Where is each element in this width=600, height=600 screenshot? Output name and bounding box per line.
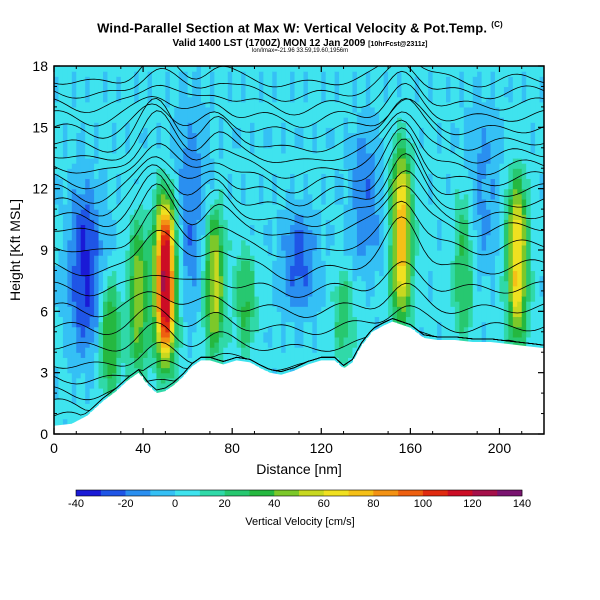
colorbar-tick-label: -40	[68, 498, 84, 510]
y-tick-label: 18	[32, 58, 48, 74]
colorbar-swatch	[447, 490, 473, 496]
x-axis-title: Distance [nm]	[256, 461, 342, 477]
colorbar-swatch	[76, 490, 102, 496]
y-tick-label: 12	[32, 181, 48, 197]
x-tick-label: 160	[399, 440, 423, 456]
colorbar-tick-label: 0	[172, 498, 178, 510]
colorbar-swatch	[274, 490, 300, 496]
colorbar: -40 -20 0 20 40 60 80 100 120 140	[68, 489, 531, 510]
colorbar-swatch	[125, 490, 151, 496]
colorbar-tick-label: 140	[513, 498, 531, 510]
chart-title: Wind-Parallel Section at Max W: Vertical…	[97, 20, 503, 36]
x-tick-label: 40	[135, 440, 151, 456]
colorbar-swatch	[398, 490, 424, 496]
y-tick-label: 3	[40, 365, 48, 381]
colorbar-swatch	[100, 490, 126, 496]
colorbar-tick-label: -20	[118, 498, 134, 510]
colorbar-tick-label: 80	[367, 498, 379, 510]
colorbar-swatch	[348, 490, 374, 496]
colorbar-tick-label: 40	[268, 498, 280, 510]
y-tick-label: 9	[40, 242, 48, 258]
colorbar-swatch	[224, 490, 250, 496]
colorbar-swatch	[199, 490, 225, 496]
colorbar-swatch	[175, 490, 201, 496]
x-tick-label: 0	[50, 440, 58, 456]
y-tick-label: 15	[32, 119, 48, 135]
colorbar-swatch	[323, 490, 349, 496]
colorbar-swatch	[299, 490, 325, 496]
y-axis-title: Height [Kft MSL]	[7, 199, 23, 301]
colorbar-label: Vertical Velocity [cm/s]	[245, 516, 355, 528]
x-tick-label: 80	[224, 440, 240, 456]
colorbar-swatch	[472, 490, 498, 496]
chart-subtitle-2: lon/lmax=-21.96 33.59,19.60,1956m	[251, 48, 349, 54]
terrain	[54, 321, 544, 434]
colorbar-tick-label: 20	[219, 498, 231, 510]
colorbar-tick-label: 60	[318, 498, 330, 510]
velocity-field	[54, 66, 544, 427]
x-tick-label: 120	[310, 440, 334, 456]
y-tick-label: 0	[40, 426, 48, 442]
colorbar-swatch	[422, 490, 448, 496]
y-tick-label: 6	[40, 303, 48, 319]
colorbar-swatch	[249, 490, 275, 496]
colorbar-swatch	[150, 490, 176, 496]
chart-subtitle: Valid 1400 LST (1700Z) MON 12 Jan 2009 […	[172, 38, 428, 49]
x-tick-label: 200	[488, 440, 512, 456]
colorbar-swatch	[497, 490, 523, 496]
isentrope-contours	[54, 66, 544, 417]
colorbar-tick-label: 120	[463, 498, 481, 510]
axes: 0 40 80 120 160 200 0 3 6 9 12 15 18 Distance [nm] Hei…	[7, 58, 544, 477]
colorbar-swatch	[373, 490, 399, 496]
colorbar-tick-label: 100	[414, 498, 432, 510]
